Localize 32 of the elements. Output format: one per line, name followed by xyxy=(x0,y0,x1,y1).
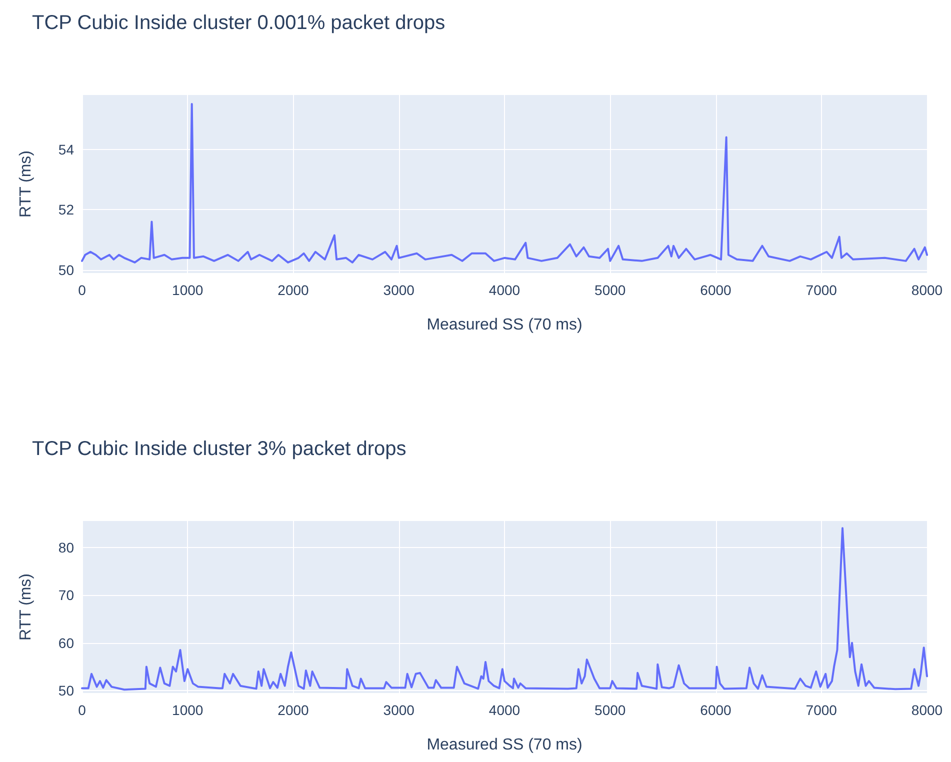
x-tick-label: 1000 xyxy=(172,282,204,298)
y-axis-title: RTT (ms) xyxy=(18,150,34,218)
x-tick-label: 7000 xyxy=(806,702,838,718)
x-tick-label: 1000 xyxy=(172,702,204,718)
y-tick-label: 54 xyxy=(58,141,74,158)
y-tick-label: 50 xyxy=(58,682,74,699)
y-tick-label: 70 xyxy=(58,587,74,604)
x-tick-label: 0 xyxy=(78,702,86,718)
y-axis-title: RTT (ms) xyxy=(18,574,34,640)
x-tick-label: 6000 xyxy=(700,282,732,298)
x-axis-title: Measured SS (70 ms) xyxy=(426,316,582,334)
x-tick-label: 6000 xyxy=(700,702,732,718)
x-tick-label: 5000 xyxy=(594,282,626,298)
x-tick-label: 2000 xyxy=(278,702,310,718)
x-tick-label: 7000 xyxy=(806,282,838,298)
x-tick-label: 4000 xyxy=(488,702,520,718)
y-tick-label: 52 xyxy=(58,202,74,218)
y-tick-label: 50 xyxy=(58,262,74,278)
x-tick-label: 5000 xyxy=(594,702,626,718)
chart-title: TCP Cubic Inside cluster 0.001% packet drops xyxy=(32,12,446,34)
y-tick-label: 60 xyxy=(58,634,74,651)
x-axis-title: Measured SS (70 ms) xyxy=(426,736,582,754)
line-series xyxy=(81,103,928,264)
x-tick-label: 3000 xyxy=(383,282,415,298)
y-tick-label: 80 xyxy=(58,539,74,556)
x-tick-label: 3000 xyxy=(383,702,415,718)
x-tick-label: 2000 xyxy=(278,282,310,298)
x-tick-label: 8000 xyxy=(911,702,943,718)
x-tick-label: 8000 xyxy=(911,282,943,298)
x-tick-label: 4000 xyxy=(488,282,520,298)
x-tick-label: 0 xyxy=(78,282,86,298)
chart-title: TCP Cubic Inside cluster 3% packet drops xyxy=(32,438,406,460)
